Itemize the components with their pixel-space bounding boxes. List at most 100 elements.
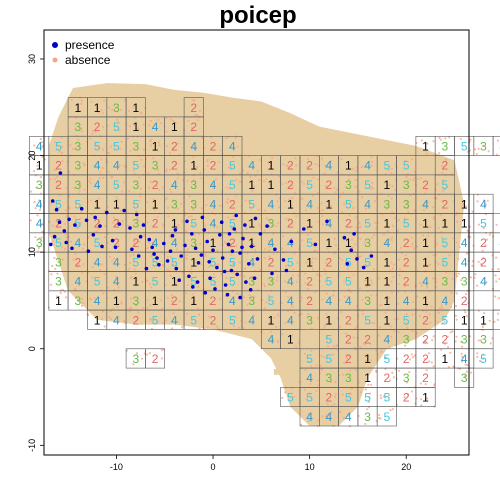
cell-label: 5 — [229, 217, 236, 231]
absence-point — [288, 198, 291, 201]
absence-point — [369, 342, 372, 345]
cell-label: 5 — [229, 255, 236, 269]
absence-point — [355, 216, 358, 219]
grid-cell — [492, 136, 500, 156]
absence-point — [124, 322, 127, 325]
cell-label: 1 — [152, 294, 159, 308]
land-layer — [48, 83, 465, 426]
absence-point — [65, 215, 68, 218]
absence-point — [146, 201, 149, 204]
absence-point — [128, 267, 131, 271]
cell-label: 1 — [384, 217, 391, 231]
absence-point — [240, 204, 243, 208]
cell-label: 4 — [113, 159, 120, 173]
absence-point — [306, 296, 309, 299]
absence-point — [394, 344, 397, 347]
absence-point — [180, 202, 183, 205]
absence-point — [333, 395, 337, 399]
absence-point — [348, 214, 351, 217]
absence-point — [333, 186, 336, 190]
presence-point — [138, 234, 143, 239]
absence-point — [41, 145, 44, 148]
absence-point — [460, 340, 463, 343]
absence-point — [138, 240, 141, 243]
absence-point — [282, 163, 285, 166]
absence-point — [70, 98, 73, 101]
absence-point — [409, 194, 412, 197]
absence-point — [77, 264, 80, 267]
absence-point — [253, 185, 256, 188]
absence-point — [364, 279, 367, 283]
cell-label: 4 — [422, 197, 429, 211]
absence-point — [325, 292, 329, 295]
absence-point — [457, 272, 460, 275]
absence-point — [98, 176, 101, 180]
absence-point — [275, 279, 278, 282]
absence-point — [390, 335, 393, 338]
cell-label: 3 — [36, 178, 43, 192]
cell-label: 1 — [442, 352, 449, 366]
absence-point — [391, 211, 394, 214]
absence-point — [311, 268, 314, 271]
absence-point — [244, 321, 247, 324]
absence-point — [332, 294, 335, 297]
absence-point — [359, 345, 362, 349]
absence-point — [415, 397, 418, 400]
absence-point — [351, 238, 354, 241]
cell-label: 1 — [364, 275, 371, 289]
absence-point — [82, 162, 85, 165]
absence-point — [371, 160, 374, 164]
absence-point — [100, 157, 103, 160]
absence-point — [149, 119, 152, 122]
absence-point — [254, 174, 257, 177]
absence-point — [352, 336, 355, 339]
absence-point — [420, 398, 423, 401]
cell-label: 5 — [113, 139, 120, 153]
presence-point — [86, 249, 91, 253]
cell-label: 5 — [287, 391, 294, 405]
absence-point — [412, 300, 415, 304]
absence-point — [370, 164, 373, 167]
absence-point — [97, 296, 100, 299]
absence-point — [304, 272, 307, 275]
absence-point — [474, 273, 477, 276]
absence-point — [411, 330, 414, 333]
cell-label: 2 — [442, 197, 449, 211]
cell-label: 3 — [74, 178, 81, 192]
cell-label: 3 — [326, 371, 333, 385]
absence-point — [120, 302, 123, 305]
cell-label: 5 — [442, 178, 449, 192]
cell-label: 4 — [306, 410, 313, 424]
absence-point — [438, 152, 441, 155]
presence-point — [168, 249, 173, 253]
absence-point — [292, 241, 295, 244]
cell-label: 4 — [268, 236, 275, 250]
absence-point — [465, 315, 468, 318]
absence-point — [293, 311, 296, 314]
absence-point — [228, 187, 231, 190]
absence-point — [397, 317, 400, 320]
absence-point — [265, 178, 268, 181]
absence-point — [412, 247, 416, 250]
cell-label: 5 — [132, 159, 139, 173]
absence-point — [269, 165, 272, 168]
cell-label: 4 — [210, 217, 217, 231]
absence-point — [103, 99, 106, 102]
absence-point — [67, 206, 70, 209]
cell-label: 5 — [94, 139, 101, 153]
absence-point — [385, 283, 388, 286]
absence-point — [257, 208, 260, 211]
presence-point — [302, 227, 306, 231]
cell-label: 3 — [268, 275, 275, 289]
absence-point — [408, 358, 412, 361]
absence-point — [91, 276, 94, 279]
absence-point — [441, 189, 444, 193]
cell-label: 4 — [248, 313, 255, 327]
absence-point — [486, 199, 489, 202]
absence-point — [104, 225, 107, 228]
presence-point — [227, 232, 232, 236]
cell-label: 1 — [171, 275, 178, 289]
absence-point — [58, 150, 61, 153]
absence-point — [67, 249, 71, 253]
presence-point — [64, 240, 68, 245]
